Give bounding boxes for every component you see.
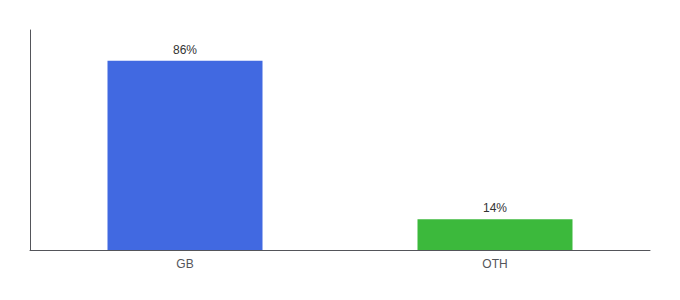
svg-text:14%: 14%: [483, 201, 507, 215]
svg-text:OTH: OTH: [482, 257, 507, 271]
svg-text:86%: 86%: [173, 43, 197, 57]
svg-text:GB: GB: [176, 257, 193, 271]
